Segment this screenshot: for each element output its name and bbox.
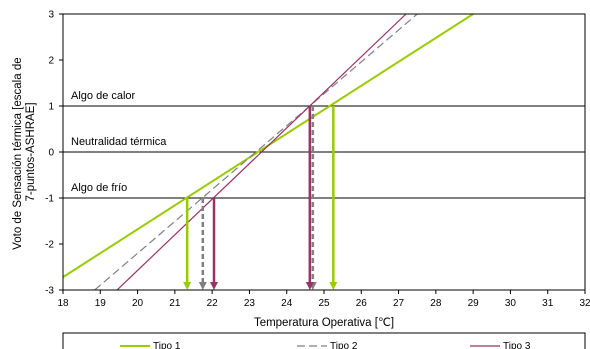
y-tick-label: -1 [45,194,54,205]
x-tick-label: 26 [356,298,368,309]
legend-label-1: Tipo 1 [153,341,181,349]
x-tick-label: 25 [318,298,330,309]
x-tick-label: 28 [430,298,442,309]
x-tick-label: 30 [505,298,517,309]
y-tick-label: 0 [48,148,54,159]
x-tick-label: 18 [57,298,69,309]
reference-label-1: Neutralidad térmica [71,136,167,148]
marker-arrowhead-1-1 [183,282,192,290]
marker-arrowhead-2-1 [198,282,207,290]
x-tick-label: 31 [542,298,554,309]
x-tick-label: 22 [207,298,219,309]
x-tick-label: 32 [579,298,590,309]
x-tick-label: 27 [393,298,405,309]
marker-arrowhead-3-1 [210,282,219,290]
x-tick-label: 24 [281,298,293,309]
y-axis-title-line-2: 7-puntos-ASHRAE] [25,102,37,201]
x-tick-label: 23 [244,298,256,309]
x-tick-label: 19 [95,298,107,309]
marker-arrowhead-3-2 [305,282,314,290]
y-tick-label: 3 [48,10,54,21]
x-tick-label: 29 [468,298,480,309]
legend-label-2: Tipo 2 [330,341,358,349]
y-axis-title: Voto de Sensación térmica [escala de 7-p… [12,54,37,250]
x-tick-label: 21 [169,298,181,309]
marker-arrowhead-1-2 [329,282,338,290]
y-tick-label: 2 [48,56,54,67]
reference-label-2: Algo de frío [71,182,127,194]
y-tick-label: -3 [45,286,54,297]
y-tick-label: -2 [45,240,54,251]
series-line-2 [94,14,418,290]
x-tick-label: 20 [132,298,144,309]
y-axis-title-line-1: Voto de Sensación térmica [escala de [12,57,24,249]
reference-label-0: Algo de calor [71,90,136,102]
legend-box [62,332,586,349]
legend: Tipo 1 Tipo 2 Tipo 3 [62,332,586,349]
legend-label-3: Tipo 3 [503,341,531,349]
y-tick-label: 1 [48,102,54,113]
x-axis-title: Temperatura Operativa [℃] [254,317,394,329]
series-line-3 [116,14,407,290]
